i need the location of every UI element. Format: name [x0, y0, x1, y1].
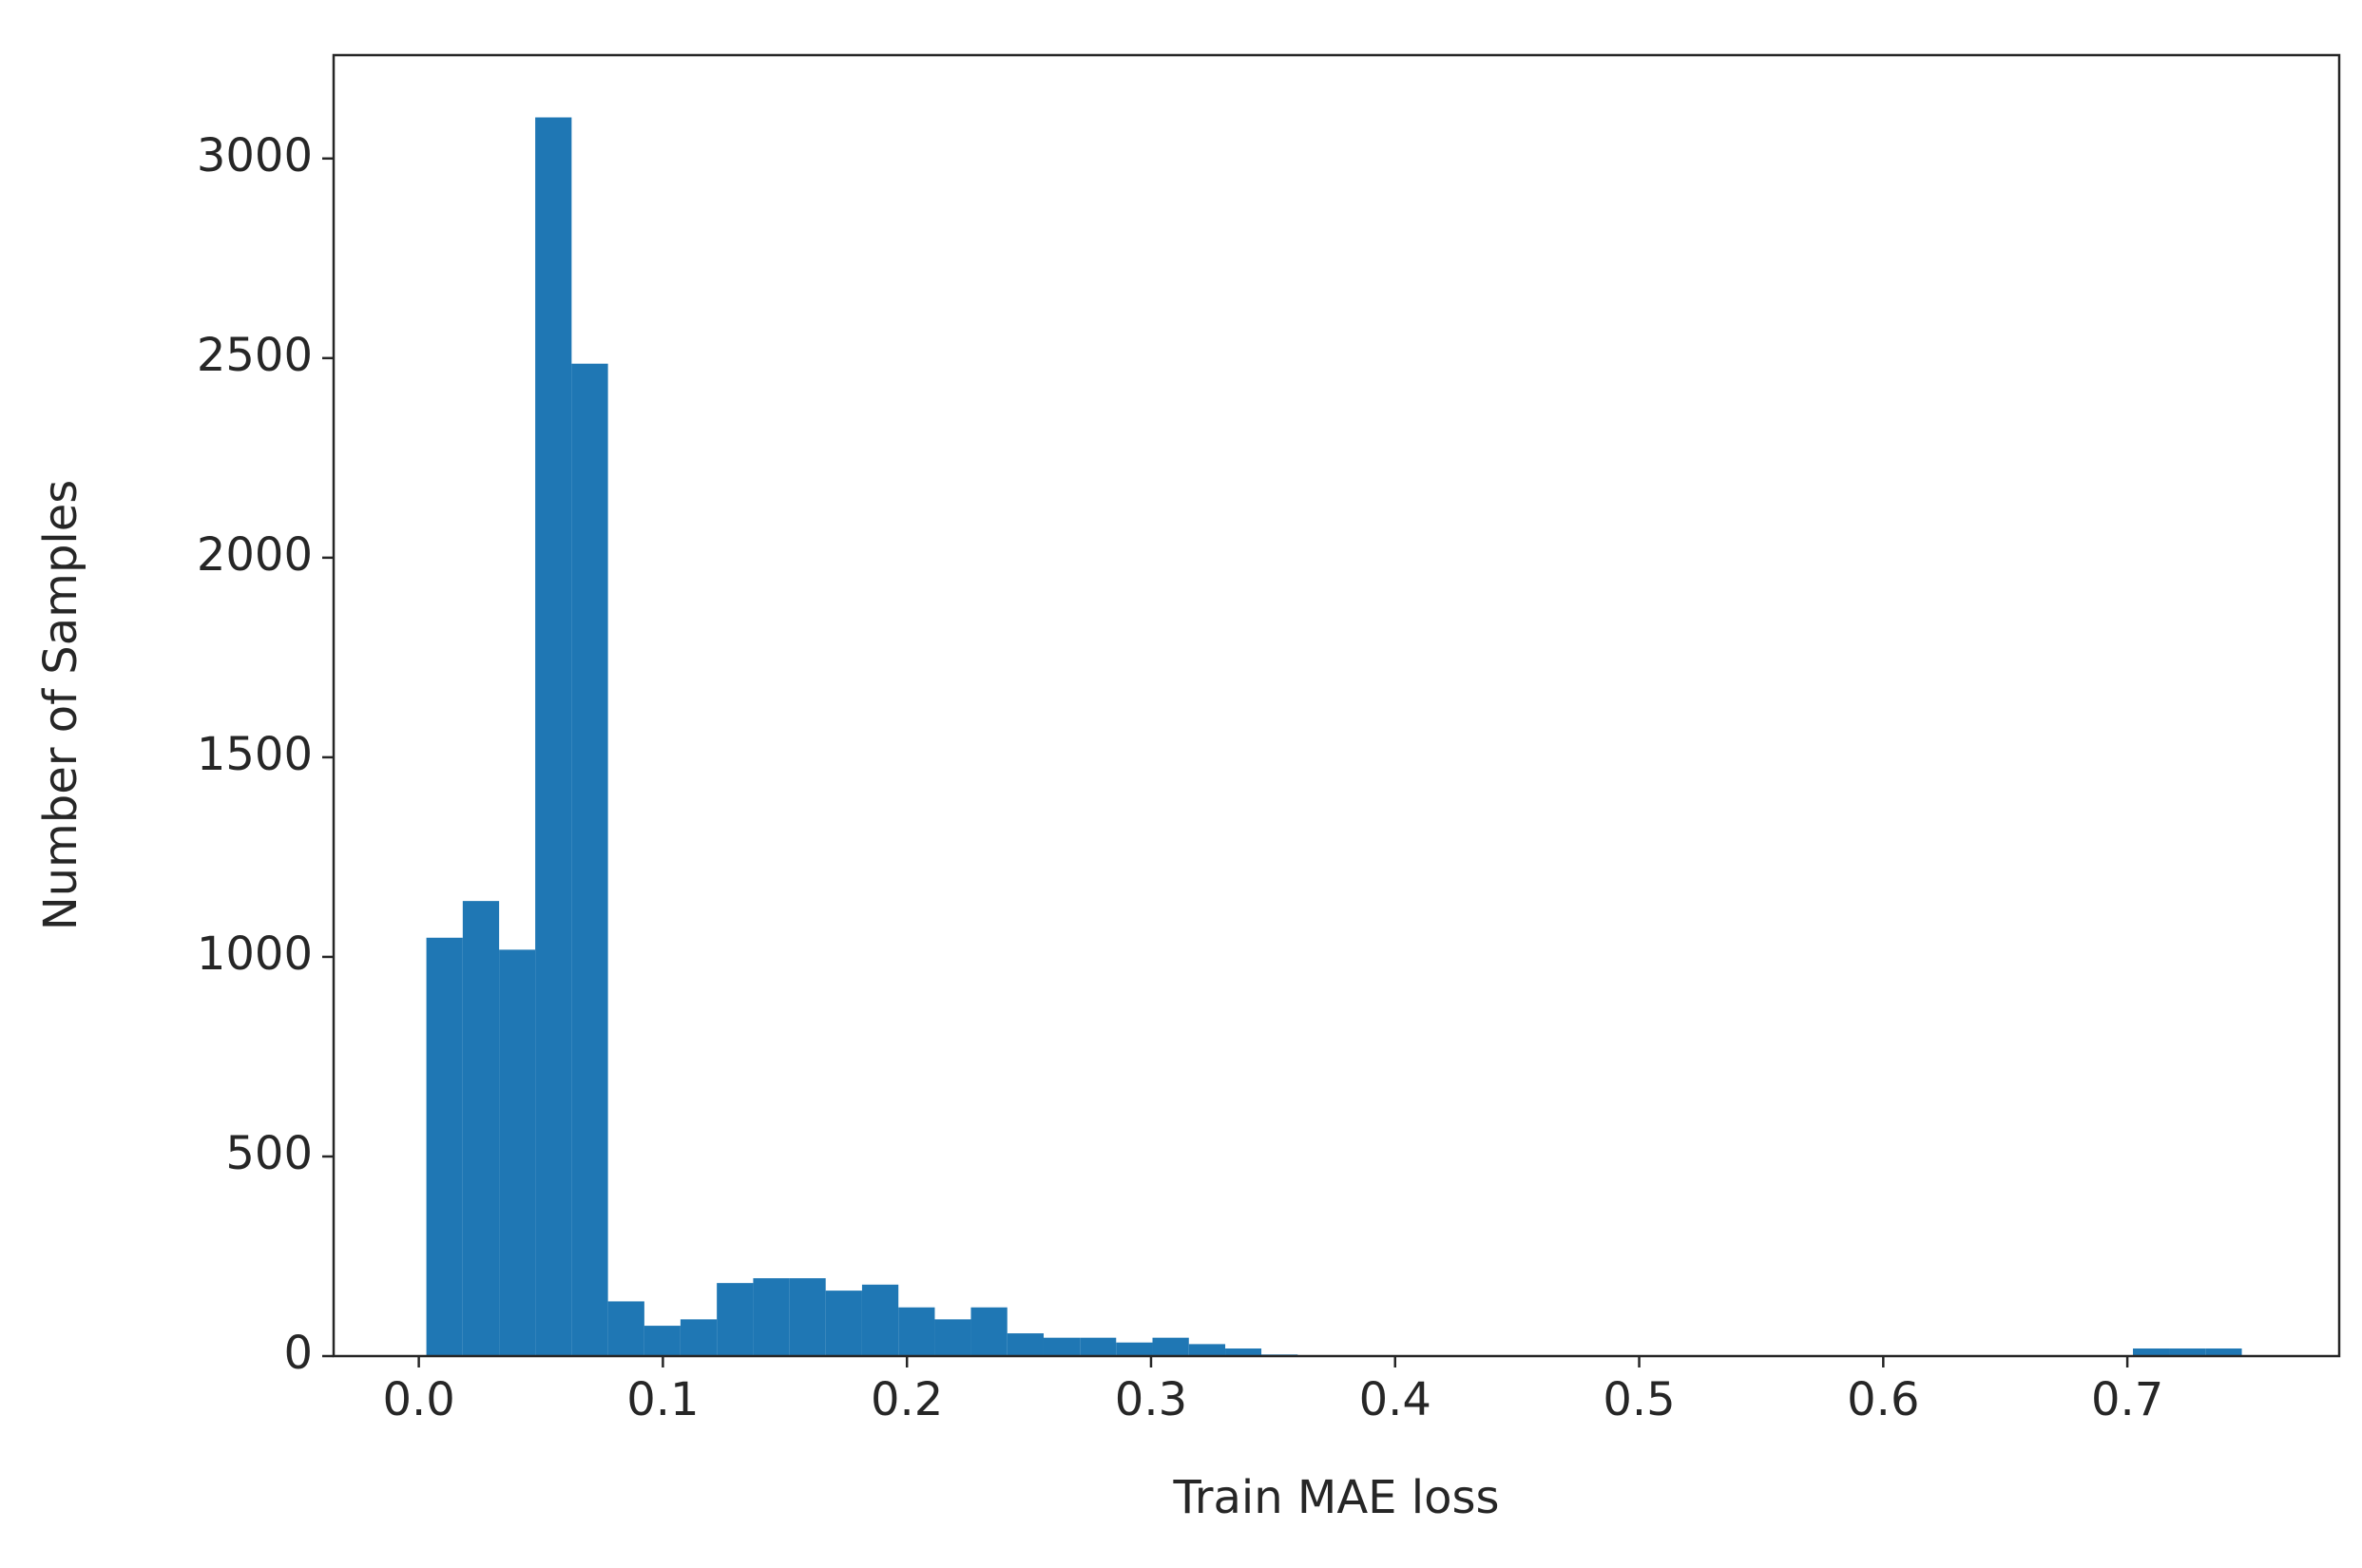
x-tick-label: 0.3 — [1115, 1373, 1187, 1426]
y-tick-label: 0 — [283, 1327, 313, 1380]
y-tick-label: 500 — [225, 1127, 313, 1180]
bar — [2169, 1348, 2206, 1356]
y-tick-label: 3000 — [197, 129, 313, 182]
bar — [499, 949, 536, 1356]
y-tick-label: 1500 — [197, 728, 313, 781]
bar — [680, 1319, 718, 1356]
bar — [535, 117, 572, 1357]
bar — [970, 1307, 1008, 1356]
bar — [898, 1307, 935, 1356]
bar — [934, 1319, 971, 1356]
x-tick-label: 0.0 — [382, 1373, 454, 1426]
bar — [1080, 1337, 1117, 1356]
bar — [2205, 1348, 2242, 1356]
bar — [607, 1301, 644, 1356]
bar — [1116, 1342, 1153, 1356]
bar — [1188, 1344, 1226, 1356]
x-axis-label: Train MAE loss — [1173, 1471, 1500, 1524]
bar — [571, 363, 608, 1357]
y-tick-label: 2000 — [197, 528, 313, 582]
x-tick-label: 0.1 — [626, 1373, 699, 1426]
x-tick-label: 0.2 — [871, 1373, 943, 1426]
bar — [643, 1326, 681, 1356]
bar — [789, 1278, 826, 1356]
x-tick-label: 0.7 — [2091, 1373, 2163, 1426]
bar — [753, 1278, 790, 1356]
y-tick-label: 1000 — [197, 927, 313, 981]
x-tick-label: 0.5 — [1603, 1373, 1675, 1426]
plot-frame — [332, 53, 2341, 1358]
x-tick-label: 0.6 — [1847, 1373, 1919, 1426]
bar — [1225, 1348, 1262, 1356]
bar — [717, 1283, 754, 1356]
bar — [2133, 1348, 2170, 1356]
bar — [426, 937, 463, 1356]
y-tick-label: 2500 — [197, 329, 313, 382]
bar — [861, 1284, 899, 1356]
bar — [1152, 1337, 1189, 1356]
y-axis-label: Number of Samples — [34, 480, 87, 931]
bar — [462, 901, 500, 1356]
bar — [825, 1291, 862, 1356]
bar — [1007, 1333, 1044, 1356]
bar — [1043, 1337, 1081, 1356]
x-tick-label: 0.4 — [1359, 1373, 1431, 1426]
